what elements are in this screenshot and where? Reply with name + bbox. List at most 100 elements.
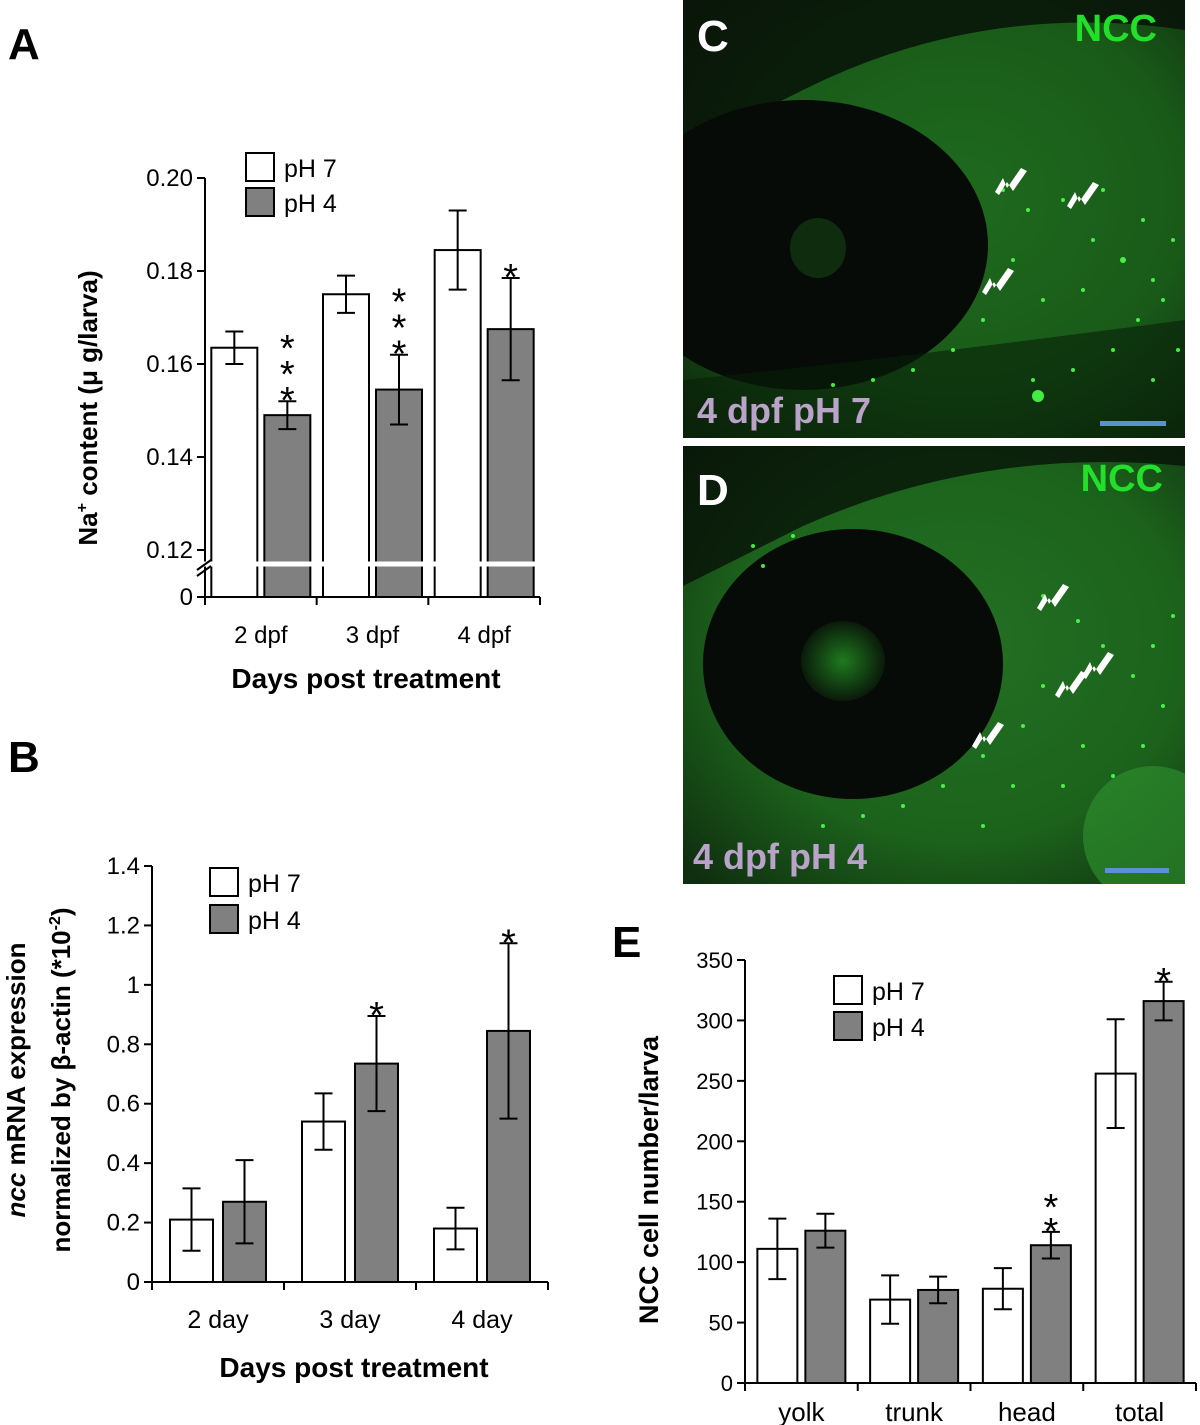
- chart-b-ylabel-line1: mRNA expression: [1, 942, 31, 1172]
- chart-e-category-label: total: [1115, 1397, 1164, 1425]
- scale-bar-d: [1105, 868, 1169, 873]
- scale-bar-c: [1100, 421, 1166, 426]
- chart-e-significance-mark: *: [1043, 1187, 1058, 1229]
- chart-b-ytick-label: 0.4: [107, 1150, 140, 1177]
- chart-a-bar: [433, 249, 482, 598]
- micrograph-d-image: [683, 446, 1185, 884]
- arrows-c: [982, 168, 1099, 295]
- chart-a-plot: 00.120.140.160.180.202 dpf***3 dpf***4 d…: [146, 152, 541, 649]
- chart-e-category-label: head: [998, 1397, 1056, 1425]
- chart-b-ytick-label: 1.2: [107, 912, 140, 939]
- chart-a-ytick-label: 0.12: [146, 537, 193, 564]
- chart-a-ytick-label: 0.18: [146, 258, 193, 285]
- chart-b-category-label: 3 day: [319, 1306, 381, 1334]
- chart-e-bar: [1142, 1000, 1185, 1384]
- chart-e-significance-mark: *: [1156, 961, 1171, 1003]
- chart-a-ytick-label: 0.14: [146, 444, 193, 471]
- chart-e-ytick-label: 250: [696, 1069, 733, 1094]
- chart-b-legend-label: pH 7: [248, 870, 301, 898]
- chart-b-xlabel: Days post treatment: [219, 1352, 488, 1383]
- micrograph-c: C NCC 4 dpf pH 7: [683, 0, 1185, 438]
- chart-b-ylabel-line2: normalized by β-actin (*10: [46, 930, 76, 1252]
- micrograph-c-condition: 4 dpf pH 7: [697, 390, 872, 431]
- chart-a-significance-mark: *: [392, 308, 407, 350]
- chart-a-category-label: 2 dpf: [234, 622, 288, 649]
- chart-a-significance-mark: *: [392, 334, 407, 376]
- chart-e-legend-swatch: [833, 975, 863, 1005]
- chart-b: ncc mRNA expression normalized by β-acti…: [1, 853, 549, 1383]
- chart-e-category-label: yolk: [778, 1397, 825, 1425]
- chart-a-bar: [210, 346, 259, 598]
- chart-a-ytick-label: 0.16: [146, 351, 193, 378]
- chart-a-ylabel-sup: +: [74, 503, 91, 512]
- chart-e: NCC cell number/larva 0 50 100 150 200 250 300…: [634, 948, 1197, 1425]
- chart-e-legend-label: pH 4: [872, 1014, 925, 1042]
- chart-e-bar: [804, 1229, 847, 1384]
- chart-e-ytick-label: 300: [696, 1008, 733, 1033]
- chart-e-ytick-label: 150: [696, 1190, 733, 1215]
- chart-a-significance-mark: *: [280, 354, 295, 396]
- panel-label-e: E: [612, 918, 642, 967]
- svg-text:normalized by β-actin (*10-2): normalized by β-actin (*10-2): [46, 907, 76, 1252]
- chart-a-legend-swatch: [245, 152, 275, 182]
- chart-b-ytick-label: 0.6: [107, 1091, 140, 1118]
- micrograph-d: D NCC 4 dpf pH 4: [683, 446, 1185, 884]
- chart-e-ytick-label: 50: [709, 1311, 733, 1336]
- chart-b-legend-swatch: [209, 904, 239, 934]
- chart-a-legend-swatch: [245, 187, 275, 217]
- chart-e-bar: [917, 1288, 960, 1384]
- micrograph-d-condition: 4 dpf pH 4: [693, 836, 868, 877]
- chart-e-bar: [1029, 1244, 1072, 1385]
- chart-e-ytick-label: 200: [696, 1129, 733, 1154]
- micrograph-d-letter: D: [697, 466, 729, 515]
- chart-b-plot: 0 0.2 0.4 0.6 0.8 1 1.2 1.4 2 day 3 day * 4 day * pH …: [107, 853, 549, 1334]
- chart-e-ytick-label: 350: [696, 948, 733, 973]
- chart-b-ylabel: ncc mRNA expression normalized by β-acti…: [1, 907, 76, 1252]
- chart-e-legend-swatch: [833, 1011, 863, 1041]
- micrograph-c-stain: NCC: [1074, 8, 1157, 50]
- chart-e-category-label: trunk: [885, 1397, 944, 1425]
- panel-label-b: B: [8, 733, 40, 782]
- chart-e-ylabel: NCC cell number/larva: [634, 1035, 664, 1324]
- chart-e-bar: [869, 1298, 912, 1385]
- chart-a-category-label: 4 dpf: [457, 622, 511, 649]
- chart-a-bar: [263, 414, 312, 598]
- chart-a-axis-break-mark: [196, 565, 212, 577]
- chart-b-category-label: 2 day: [187, 1306, 249, 1334]
- chart-b-ytick-label: 0.2: [107, 1210, 140, 1237]
- micrograph-d-stain: NCC: [1080, 458, 1163, 500]
- chart-a-axis-break-mark: [196, 559, 212, 571]
- chart-b-legend-label: pH 4: [248, 907, 301, 935]
- chart-e-significance-mark: *: [1043, 1211, 1058, 1253]
- svg-text:Na+ content (μ g/larva): Na+ content (μ g/larva): [73, 270, 103, 545]
- chart-a-legend-label: pH 7: [284, 155, 337, 183]
- chart-a-ytick-label: 0: [180, 584, 193, 611]
- chart-a-significance-mark: *: [280, 380, 295, 422]
- chart-b-ylabel-line2-end: ): [46, 907, 76, 916]
- chart-b-ytick-label: 1: [127, 972, 140, 999]
- chart-a-bar: [322, 293, 370, 598]
- chart-a-ytick-label: 0.20: [146, 165, 193, 192]
- panel-label-a: A: [8, 20, 40, 69]
- micrograph-c-letter: C: [697, 12, 729, 61]
- chart-b-ylabel-line2-sup: -2: [47, 916, 64, 930]
- chart-a-category-label: 3 dpf: [346, 622, 400, 649]
- chart-b-ylabel-italic: ncc: [1, 1172, 31, 1217]
- chart-a: Na+ content (μ g/larva) 0 0.12 0.14 0.16 0.1…: [73, 152, 541, 694]
- chart-b-legend-swatch: [209, 867, 239, 897]
- chart-b-ytick-label: 0.8: [107, 1031, 140, 1058]
- micrograph-c-image: [683, 0, 1185, 438]
- chart-e-legend-label: pH 7: [872, 978, 925, 1006]
- chart-e-ytick-label: 0: [721, 1371, 733, 1396]
- chart-a-legend-label: pH 4: [284, 190, 337, 218]
- chart-b-significance-mark: *: [501, 922, 516, 964]
- chart-a-significance-mark: *: [392, 282, 407, 324]
- chart-a-ylabel: Na+ content (μ g/larva): [73, 270, 103, 545]
- arrows-d: [972, 584, 1114, 749]
- chart-a-ylabel-prefix: Na: [73, 512, 103, 546]
- chart-a-significance-mark: *: [280, 328, 295, 370]
- chart-e-ytick-label: 100: [696, 1250, 733, 1275]
- chart-b-ytick-label: 0: [127, 1269, 140, 1296]
- chart-a-significance-mark: *: [503, 257, 518, 299]
